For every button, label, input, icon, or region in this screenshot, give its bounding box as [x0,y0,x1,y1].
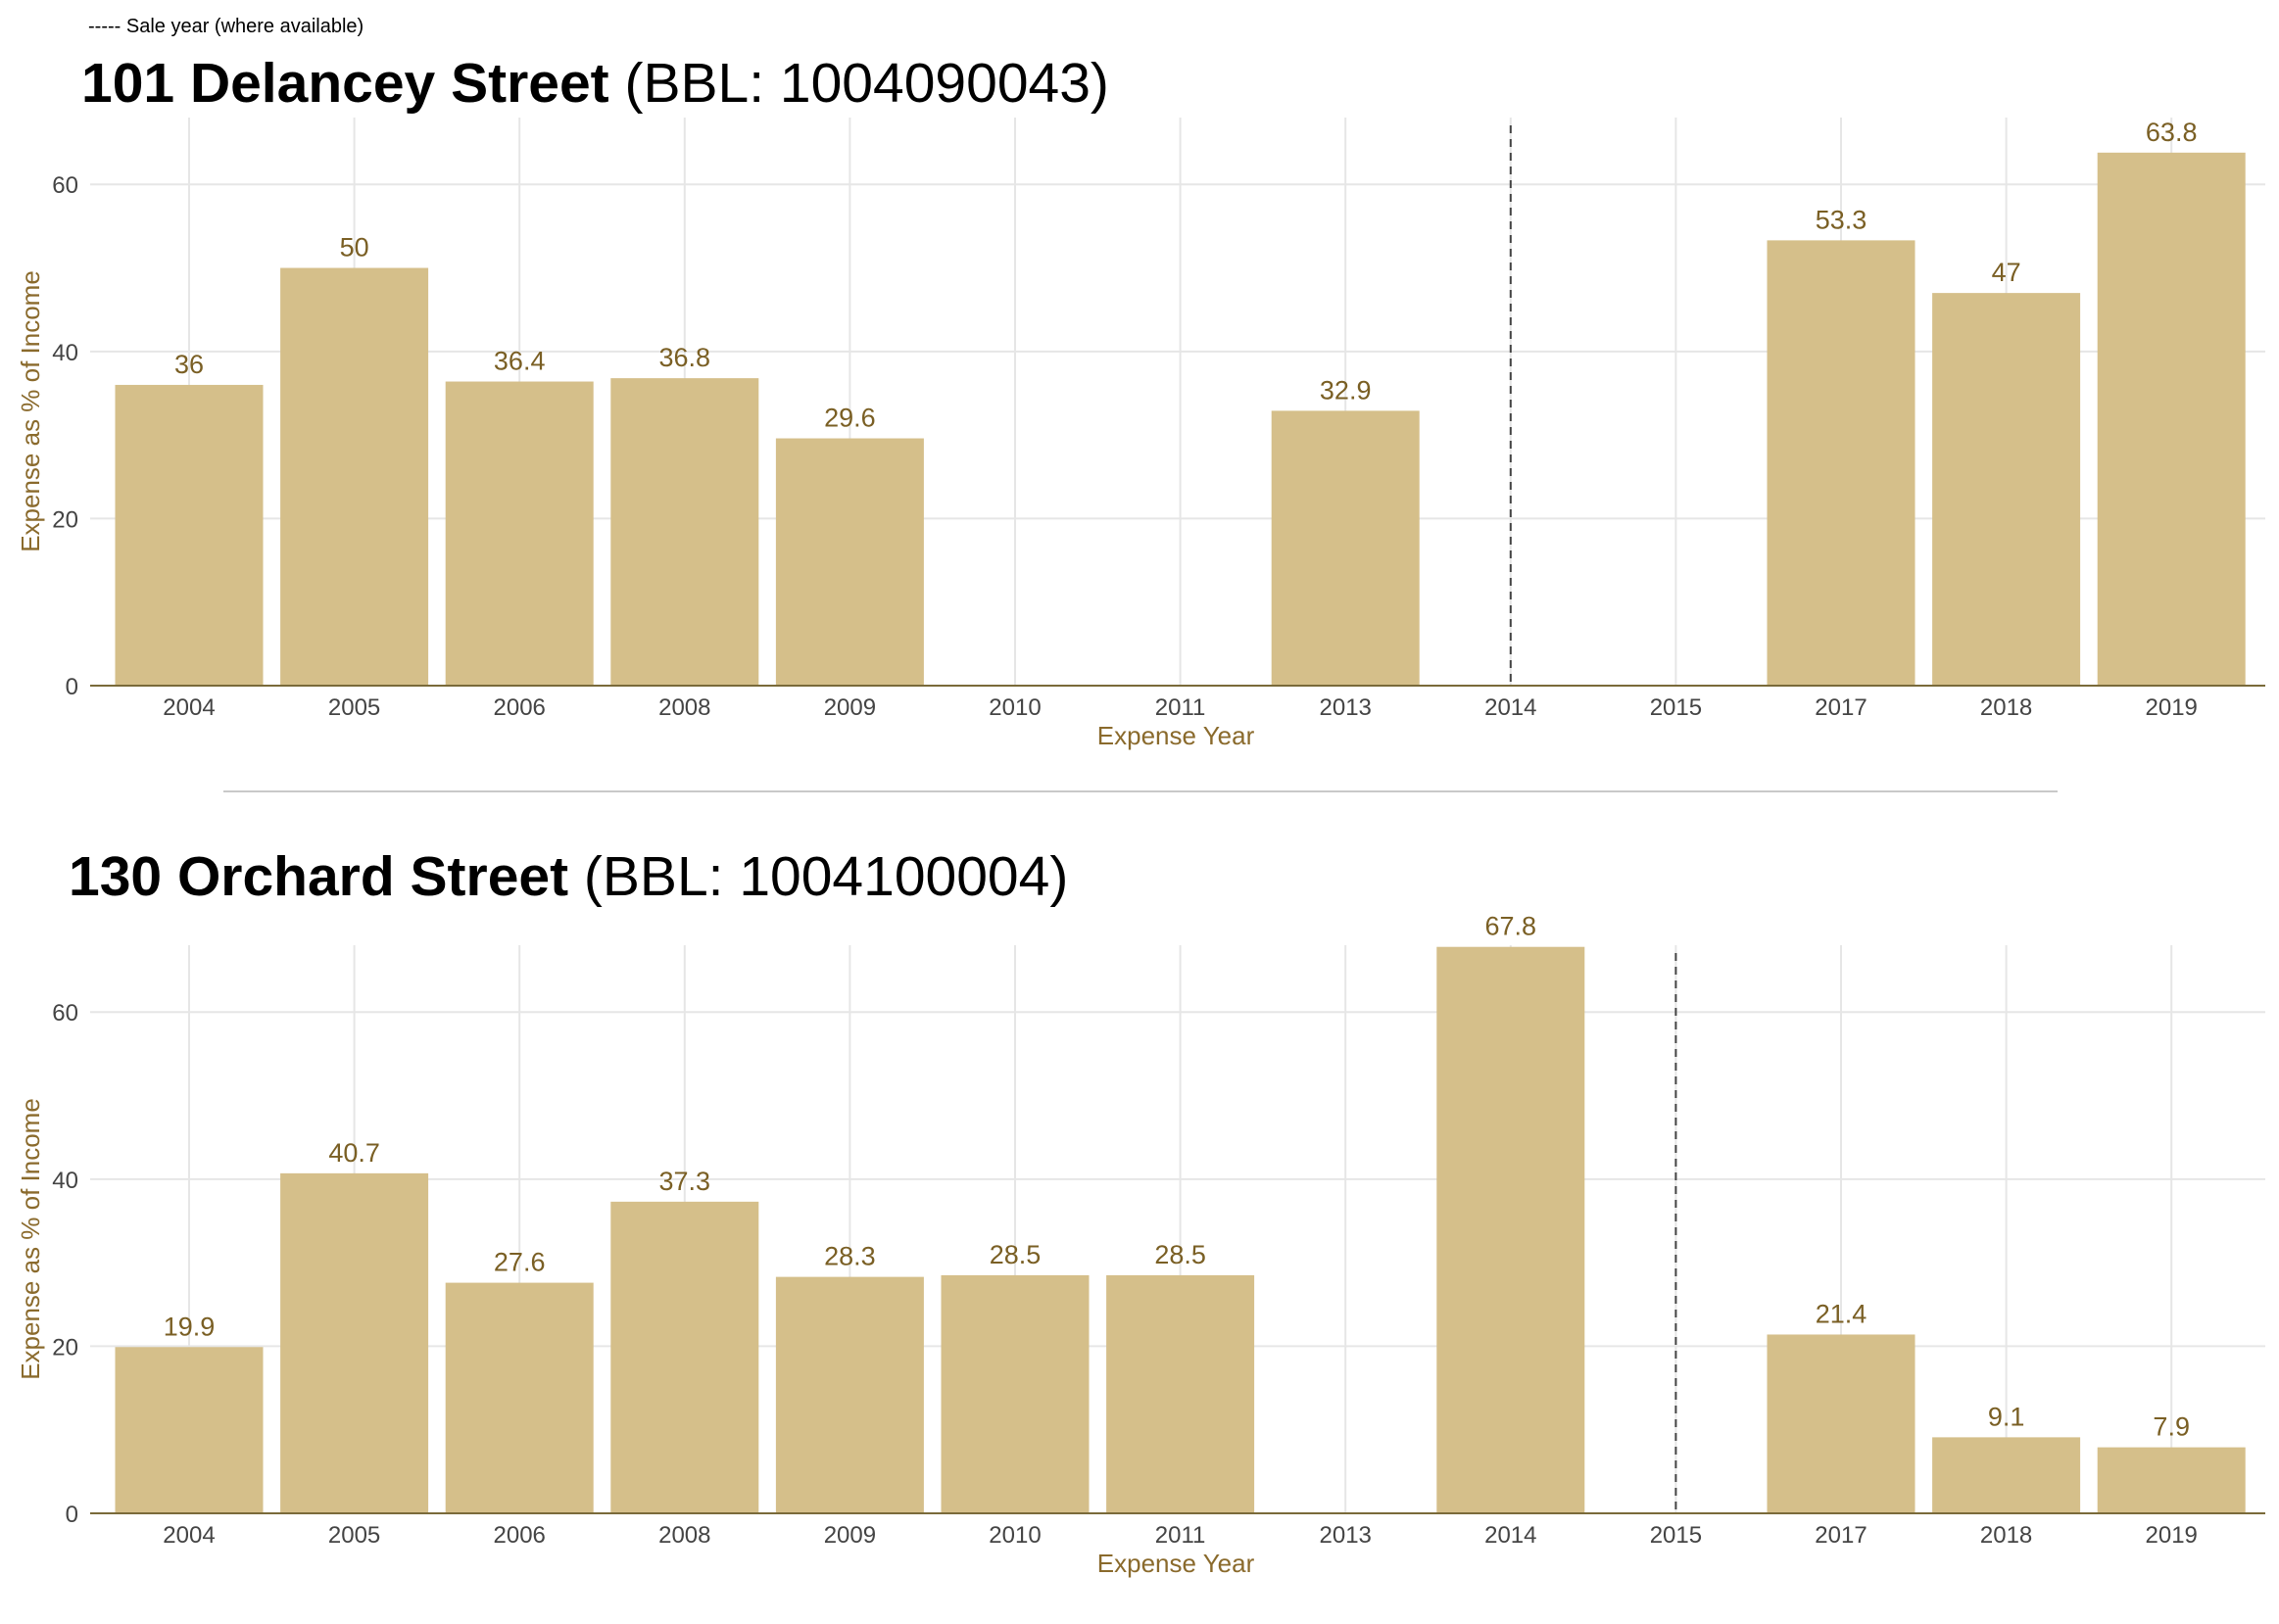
chart-1-x-tick-label-2013: 2013 [1320,694,1372,721]
chart-2-x-axis-title: Expense Year [1097,1549,1255,1578]
chart-2-bar-2004 [115,1347,264,1513]
chart-1-x-tick-label-2015: 2015 [1650,694,1702,721]
chart-2-bar-2019 [2097,1447,2246,1513]
chart-1-value-label-2013: 32.9 [1320,375,1372,405]
chart-1-x-tick-label-2009: 2009 [824,694,876,721]
chart-2-value-label-2018: 9.1 [1988,1402,2025,1431]
chart-1-x-tick-label-2004: 2004 [163,694,215,721]
chart-2-x-tick-label-2008: 2008 [658,1522,710,1549]
chart-1-title-address: 101 Delancey Street [81,52,609,115]
chart-2-y-tick-label: 0 [66,1502,78,1528]
chart-2-x-tick-label-2004: 2004 [163,1522,215,1549]
chart-2-bar-2014 [1436,946,1585,1513]
chart-2-x-tick-label-2005: 2005 [328,1522,380,1549]
chart-2-bar-2008 [610,1201,759,1513]
chart-1-x-tick-label-2018: 2018 [1980,694,2032,721]
chart-1-bar-2008 [610,378,759,686]
chart-2-bar-2011 [1106,1274,1255,1513]
chart-2-value-label-2005: 40.7 [328,1138,380,1168]
chart-1-y-axis-title: Expense as % of Income [16,270,45,552]
chart-2-x-tick-label-2011: 2011 [1155,1522,1206,1549]
chart-1-x-tick-label-2010: 2010 [989,694,1041,721]
chart-2-y-tick-label: 40 [52,1168,78,1194]
chart-2-value-label-2010: 28.5 [990,1240,1042,1269]
chart-1-title-bbl: (BBL: 1004090043) [624,52,1109,115]
chart-2-value-label-2006: 27.6 [494,1248,546,1277]
chart-1-bar-2017 [1767,240,1915,686]
chart-1-bar-2018 [1932,293,2081,686]
chart-1-value-label-2006: 36.4 [494,347,546,376]
chart-1-bar-2013 [1271,410,1420,686]
chart-2-value-label-2009: 28.3 [824,1242,876,1271]
chart-1-y-tick-label: 0 [66,674,78,700]
chart-2-title: 130 Orchard Street (BBL: 1004100004) [69,849,1068,905]
chart-2-bar-2005 [280,1172,429,1513]
chart-1-bar-2006 [445,381,594,686]
chart-1-x-axis-title: Expense Year [1097,721,1255,750]
chart-1-y-tick-label: 40 [52,340,78,366]
chart-1-x-tick-label-2017: 2017 [1815,694,1867,721]
chart-1-delancey: 0 20 40 60 36 50 36.4 36.8 29.6 32.9 53.3 47 63.8 200… [16,118,2265,750]
chart-1-value-label-2008: 36.8 [659,343,711,372]
chart-1-value-label-2018: 47 [1992,258,2021,287]
chart-2-bar-2009 [775,1276,924,1513]
chart-2-x-tick-label-2006: 2006 [494,1522,546,1549]
chart-2-x-tick-label-2015: 2015 [1650,1522,1702,1549]
chart-2-y-tick-label: 20 [52,1334,78,1361]
chart-2-x-tick-label-2010: 2010 [989,1522,1041,1549]
chart-2-bar-2017 [1767,1334,1915,1513]
chart-2-value-label-2017: 21.4 [1816,1299,1867,1328]
chart-1-y-tick-label: 60 [52,172,78,199]
chart-1-x-tick-label-2019: 2019 [2146,694,2198,721]
chart-2-bar-2006 [445,1282,594,1513]
chart-2-value-label-2008: 37.3 [659,1167,711,1196]
chart-1-bar-2019 [2097,152,2246,686]
chart-1-value-label-2009: 29.6 [824,404,876,433]
chart-2-title-bbl: (BBL: 1004100004) [583,845,1069,908]
chart-divider [223,790,2058,792]
chart-2-title-address: 130 Orchard Street [69,845,569,908]
chart-2-bar-2018 [1932,1437,2081,1513]
chart-2-y-tick-label: 60 [52,1000,78,1027]
chart-1-y-tick-label: 20 [52,506,78,533]
chart-1-x-tick-label-2008: 2008 [658,694,710,721]
chart-1-value-label-2017: 53.3 [1816,205,1867,234]
chart-2-x-tick-label-2013: 2013 [1320,1522,1372,1549]
chart-2-value-label-2019: 7.9 [2153,1412,2190,1442]
chart-1-bar-2005 [280,267,429,686]
chart-1-x-tick-label-2006: 2006 [494,694,546,721]
chart-2-y-axis-title: Expense as % of Income [16,1098,45,1380]
chart-1-x-tick-label-2005: 2005 [328,694,380,721]
chart-1-value-label-2019: 63.8 [2146,118,2198,147]
chart-2-value-label-2011: 28.5 [1154,1240,1206,1269]
chart-2-x-tick-label-2014: 2014 [1484,1522,1536,1549]
chart-2-x-tick-label-2017: 2017 [1815,1522,1867,1549]
sale-year-legend-note: ----- Sale year (where available) [88,16,364,37]
chart-1-bar-2004 [115,384,264,686]
chart-1-x-tick-label-2011: 2011 [1155,694,1206,721]
chart-2-bar-2010 [941,1274,1090,1513]
chart-2-orchard: 0 20 40 60 19.9 40.7 27.6 37.3 28.3 28.5 28.5 67.8 2… [16,912,2265,1578]
chart-2-value-label-2004: 19.9 [164,1312,216,1341]
chart-2-value-label-2014: 67.8 [1485,912,1537,941]
chart-1-title: 101 Delancey Street (BBL: 1004090043) [81,56,1109,112]
chart-2-x-tick-label-2019: 2019 [2146,1522,2198,1549]
chart-1-value-label-2005: 50 [340,233,369,263]
chart-1-bar-2009 [775,438,924,686]
chart-1-x-tick-label-2014: 2014 [1484,694,1536,721]
chart-2-x-tick-label-2009: 2009 [824,1522,876,1549]
chart-2-x-tick-label-2018: 2018 [1980,1522,2032,1549]
chart-1-value-label-2004: 36 [174,350,204,379]
